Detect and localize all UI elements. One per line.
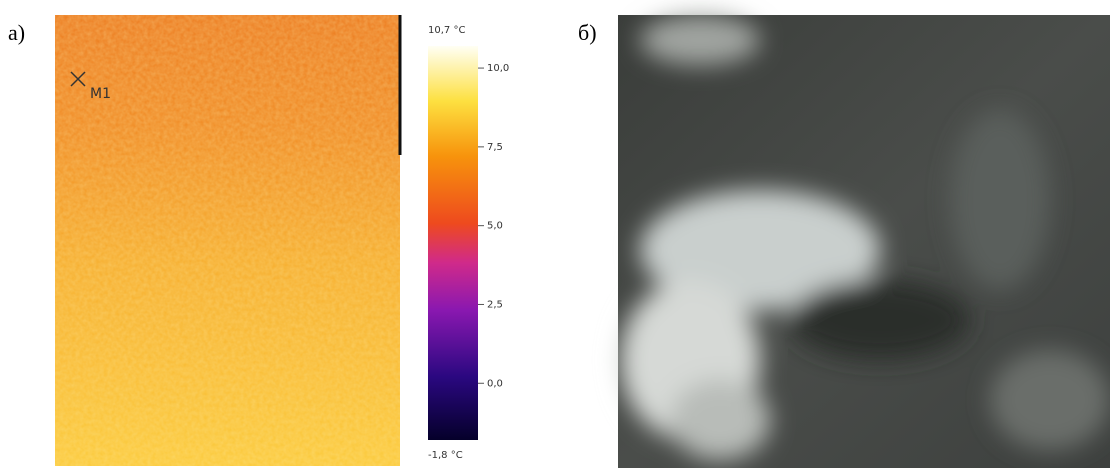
- panel-label: а): [8, 20, 25, 45]
- colorbar-min: -1,8 °C: [428, 450, 463, 461]
- tick-label: 5,0: [487, 221, 503, 232]
- tick-label: 2,5: [487, 299, 503, 310]
- marker-cross: [70, 71, 86, 87]
- marker-label: M1: [90, 86, 111, 102]
- colorbar-scale: [428, 46, 478, 440]
- tick-label: 7,5: [487, 142, 503, 153]
- photo: [618, 15, 1110, 468]
- panel-label: б): [578, 20, 597, 45]
- thermal-texture: [55, 15, 400, 466]
- colorbar-max: 10,7 °C: [428, 25, 465, 36]
- colorbar: 10,7 °C -1,8 °C 10,0 7,5 5,0 2,5 0,0: [428, 25, 509, 461]
- tick-label: 10,0: [487, 63, 509, 74]
- tick-label: 0,0: [487, 378, 503, 389]
